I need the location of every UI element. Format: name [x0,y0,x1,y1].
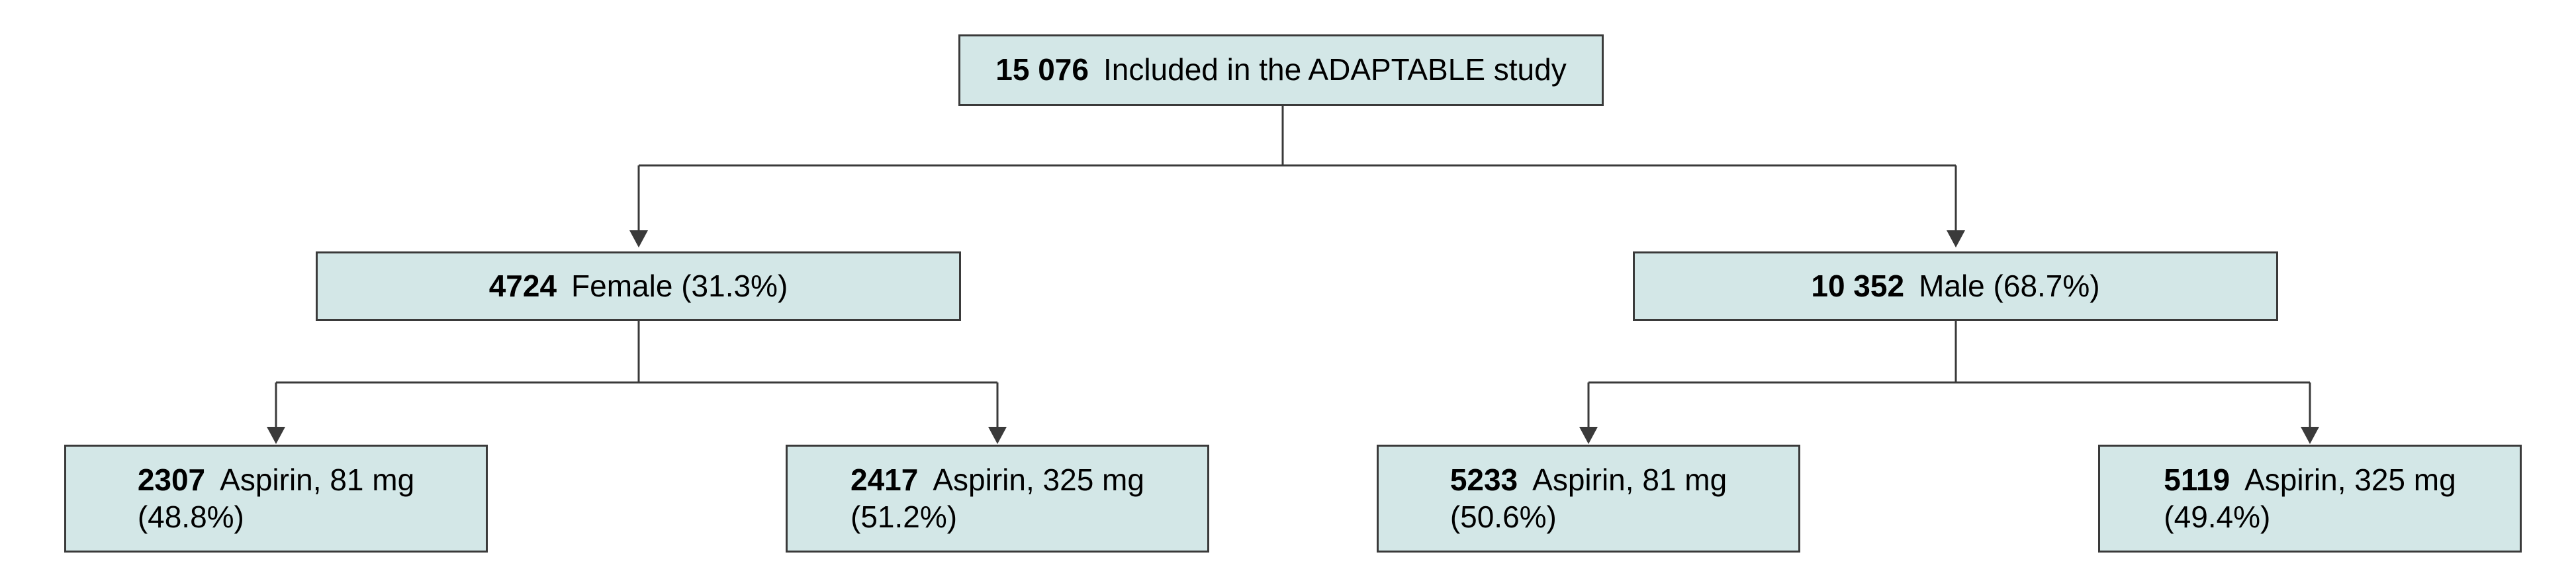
female-aspirin-325-percent: (51.2%) [851,499,958,534]
female-text: 4724 Female (31.3%) [489,268,788,304]
root-count: 15 076 [995,52,1089,87]
female-count: 4724 [488,268,557,303]
arrowhead-male [1947,230,1965,247]
male-aspirin-325-count: 5119 [2164,463,2231,498]
female-aspirin-325-count: 2417 [851,463,919,498]
male-aspirin-81-label: Aspirin, 81 mg [1532,463,1727,498]
male-count: 10 352 [1811,268,1905,303]
root-text: 15 076 Included in the ADAPTABLE study [995,52,1566,88]
male-aspirin-81-text: 5233 Aspirin, 81 mg (50.6%) [1450,462,1727,535]
female-aspirin-81-percent: (48.8%) [137,499,244,534]
female-aspirin-81-count: 2307 [137,463,206,498]
female-aspirin-325-text: 2417 Aspirin, 325 mg (51.2%) [851,462,1144,535]
female-aspirin-81-box: 2307 Aspirin, 81 mg (48.8%) [64,445,488,553]
male-box: 10 352 Male (68.7%) [1633,251,2278,321]
arrowhead-female-325 [988,427,1007,444]
female-box: 4724 Female (31.3%) [316,251,961,321]
root-label: Included in the ADAPTABLE study [1103,52,1567,87]
male-aspirin-325-percent: (49.4%) [2164,499,2271,534]
root-box: 15 076 Included in the ADAPTABLE study [958,34,1604,106]
arrowhead-male-81 [1579,427,1598,444]
female-aspirin-325-label: Aspirin, 325 mg [933,463,1144,498]
female-aspirin-81-label: Aspirin, 81 mg [220,463,415,498]
arrowhead-female [629,230,648,247]
male-aspirin-325-text: 5119 Aspirin, 325 mg (49.4%) [2164,462,2456,535]
male-label: Male (68.7%) [1919,268,2100,303]
female-label: Female (31.3%) [571,268,788,303]
female-aspirin-325-box: 2417 Aspirin, 325 mg (51.2%) [786,445,1209,553]
arrowhead-female-81 [267,427,285,444]
arrowhead-male-325 [2301,427,2319,444]
male-aspirin-81-percent: (50.6%) [1449,499,1557,534]
male-aspirin-81-count: 5233 [1449,463,1518,498]
male-text: 10 352 Male (68.7%) [1811,268,2099,304]
male-aspirin-325-label: Aspirin, 325 mg [2244,463,2456,498]
male-aspirin-325-box: 5119 Aspirin, 325 mg (49.4%) [2098,445,2522,553]
female-aspirin-81-text: 2307 Aspirin, 81 mg (48.8%) [138,462,414,535]
male-aspirin-81-box: 5233 Aspirin, 81 mg (50.6%) [1377,445,1800,553]
